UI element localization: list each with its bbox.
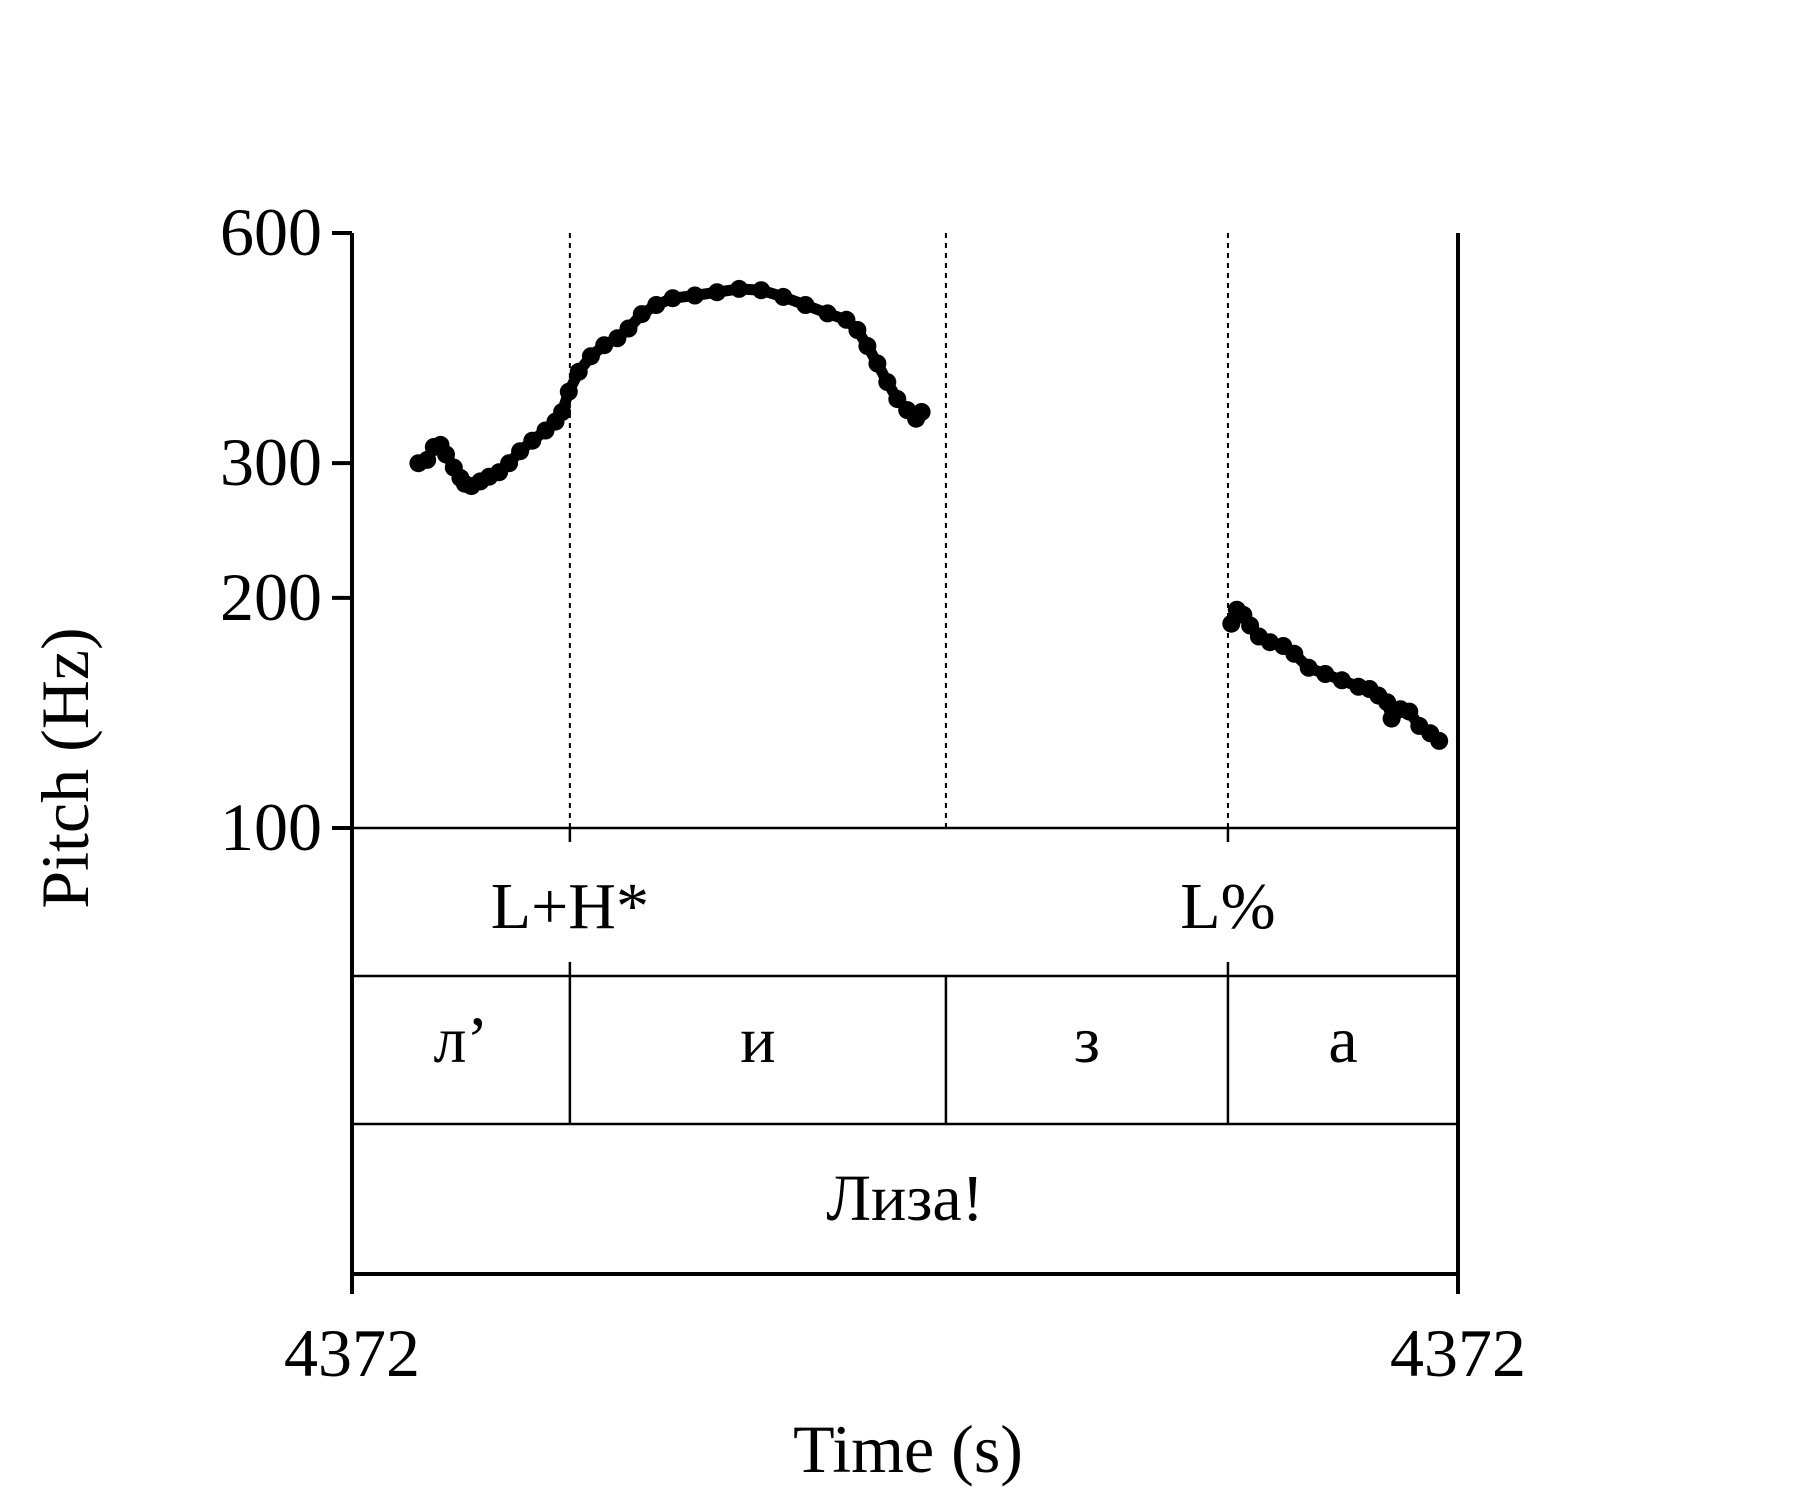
- data-layer: [409, 279, 1449, 750]
- pitch-point: [559, 382, 578, 401]
- pitch-point: [553, 403, 572, 421]
- pitch-point: [774, 287, 793, 306]
- pitch-point: [796, 296, 815, 314]
- word-label: Лиза!: [826, 1162, 983, 1235]
- segment-label: и: [740, 1004, 775, 1077]
- pitch-point: [569, 362, 588, 381]
- pitch-point: [581, 347, 600, 366]
- pitch-point: [685, 286, 704, 305]
- segment-label: з: [1074, 1004, 1100, 1077]
- y-axis-label: Pitch (Hz): [27, 627, 103, 908]
- x-tick-label: 4372: [1390, 1315, 1526, 1391]
- pitch-point: [1378, 693, 1397, 712]
- tone-label: L+H*: [491, 870, 649, 943]
- pitch-point: [1299, 658, 1318, 677]
- pitch-point: [1332, 671, 1351, 690]
- pitch-point: [1285, 644, 1304, 663]
- pitch-point: [1430, 731, 1449, 750]
- pitch-point: [595, 336, 614, 355]
- grid-layer: [568, 233, 1229, 828]
- pitch-point: [1400, 702, 1419, 721]
- tone-label: L%: [1180, 870, 1275, 943]
- pitch-point: [848, 321, 867, 339]
- segment-label: а: [1328, 1004, 1357, 1077]
- tier-layer: L+H* L% л’ и з а Лиза!: [352, 826, 1458, 1235]
- pitch-point: [632, 305, 651, 324]
- pitch-point: [619, 319, 638, 338]
- x-axis-label: Time (s): [793, 1411, 1023, 1487]
- pitch-point: [752, 281, 771, 300]
- pitch-point: [868, 354, 887, 373]
- pitch-point: [511, 442, 530, 461]
- y-tick-label: 300: [220, 424, 322, 500]
- pitch-point: [1316, 665, 1335, 683]
- pitch-point: [437, 445, 455, 464]
- pitch-point: [663, 289, 682, 308]
- label-layer: Pitch (Hz) Time (s): [27, 627, 1023, 1487]
- y-tick-label: 600: [220, 194, 322, 270]
- pitch-point: [912, 403, 931, 421]
- pitch-point: [818, 304, 837, 323]
- pitch-point: [858, 337, 877, 355]
- y-tick-label: 100: [220, 789, 322, 865]
- segment-label: л’: [433, 1004, 488, 1077]
- pitch-point: [500, 454, 519, 473]
- pitch-point: [878, 373, 897, 392]
- pitch-point: [523, 431, 542, 450]
- pitch-point: [730, 279, 749, 298]
- pitch-point: [708, 283, 726, 302]
- y-tick-label: 200: [220, 559, 322, 635]
- frame-layer: 600 300 200 100 4372 4372: [220, 194, 1526, 1391]
- pitch-point: [647, 296, 666, 314]
- x-tick-label: 4372: [284, 1315, 420, 1391]
